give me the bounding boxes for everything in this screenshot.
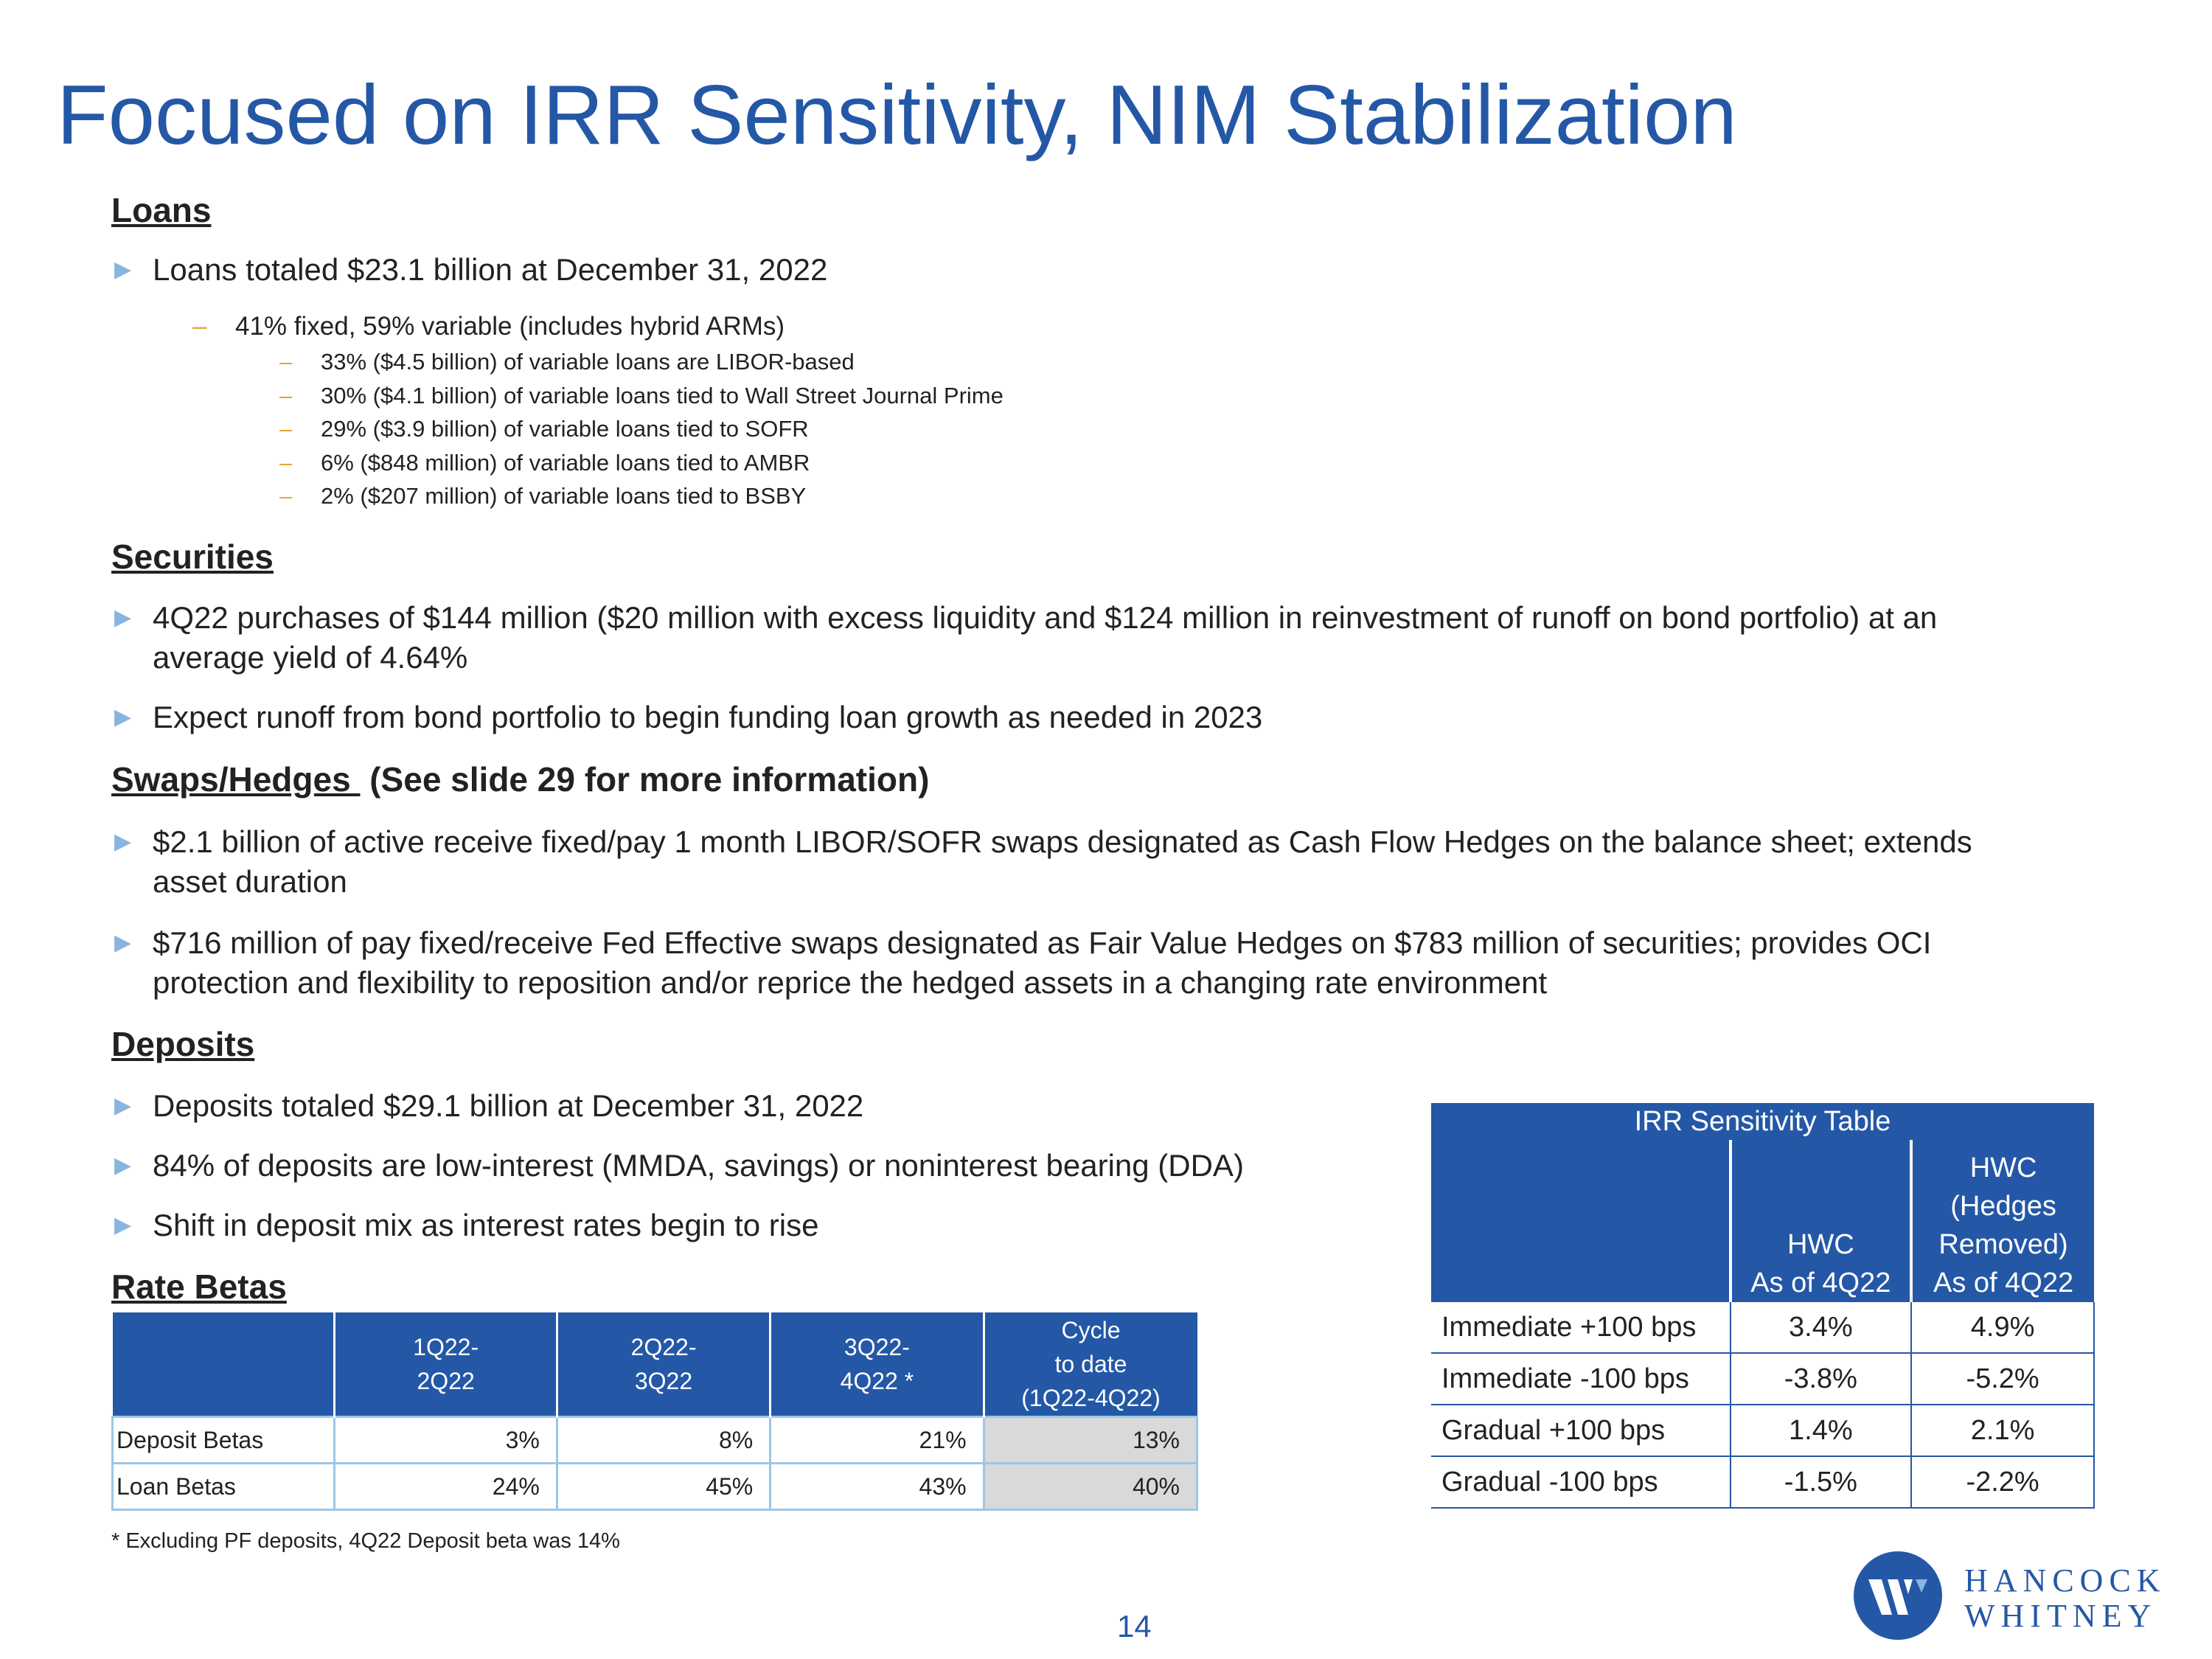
table-header-row: 1Q22- 2Q22 2Q22- 3Q22 3Q22- 4Q22 * Cycle to … bbox=[112, 1312, 1197, 1417]
hancock-whitney-logo-icon bbox=[1854, 1551, 1942, 1640]
bullet-line: average yield of 4.64% bbox=[153, 640, 468, 675]
column-header: HWC (Hedges Removed) As of 4Q22 bbox=[1910, 1140, 2094, 1302]
column-header: 3Q22- 4Q22 * bbox=[769, 1312, 984, 1417]
dash-icon: – bbox=[279, 383, 293, 408]
deposits-heading: Deposits bbox=[111, 1025, 255, 1063]
dash-icon: – bbox=[279, 349, 293, 375]
row-label: Gradual -100 bps bbox=[1431, 1456, 1731, 1509]
cell: -3.8% bbox=[1729, 1353, 1912, 1405]
bullet-line: asset duration bbox=[153, 864, 347, 899]
cell: 3% bbox=[333, 1416, 558, 1464]
deposits-bullet-2: ▶ Shift in deposit mix as interest rates … bbox=[114, 1206, 819, 1245]
table-row: Deposit Betas 3% 8% 21% 13% bbox=[111, 1416, 1199, 1464]
table-row: Immediate +100 bps 3.4% 4.9% bbox=[1431, 1302, 2095, 1354]
dash-icon: – bbox=[279, 416, 293, 442]
subsub-text: 29% ($3.9 billion) of variable loans tie… bbox=[321, 416, 809, 442]
table-row: Gradual -100 bps -1.5% -2.2% bbox=[1431, 1456, 2095, 1509]
header-empty bbox=[1431, 1140, 1731, 1302]
bullet-arrow-icon: ▶ bbox=[114, 257, 132, 282]
swaps-note: (See slide 29 for more information) bbox=[369, 760, 930, 799]
table-title: IRR Sensitivity Table bbox=[1431, 1103, 2094, 1140]
swaps-bullet-0: ▶ $2.1 billion of active receive fixed/pa… bbox=[114, 822, 1972, 902]
cell: 43% bbox=[769, 1462, 985, 1511]
cell: 13% bbox=[982, 1416, 1199, 1464]
rate-betas-heading: Rate Betas bbox=[111, 1267, 287, 1306]
loans-bullet: ▶ Loans totaled $23.1 billion at December… bbox=[114, 250, 828, 290]
subsub-text: 2% ($207 million) of variable loans tied… bbox=[321, 483, 807, 509]
loans-subsub-4: – 2% ($207 million) of variable loans tie… bbox=[279, 483, 807, 509]
cell: 3.4% bbox=[1729, 1302, 1912, 1354]
page-title: Focused on IRR Sensitivity, NIM Stabiliz… bbox=[57, 69, 1737, 162]
bullet-arrow-icon: ▶ bbox=[114, 1093, 132, 1118]
securities-bullet-0: ▶ 4Q22 purchases of $144 million ($20 mil… bbox=[114, 598, 1938, 678]
bullet-text: 84% of deposits are low-interest (MMDA, … bbox=[153, 1148, 1244, 1183]
cell: 1.4% bbox=[1729, 1405, 1912, 1457]
bullet-arrow-icon: ▶ bbox=[114, 605, 132, 630]
bullet-arrow-icon: ▶ bbox=[114, 830, 132, 854]
row-label: Deposit Betas bbox=[111, 1416, 336, 1464]
cell: 21% bbox=[769, 1416, 985, 1464]
bullet-line: $2.1 billion of active receive fixed/pay… bbox=[153, 824, 1972, 859]
column-header: 1Q22- 2Q22 bbox=[333, 1312, 557, 1417]
row-label: Immediate +100 bps bbox=[1431, 1302, 1731, 1354]
header-empty bbox=[112, 1312, 335, 1417]
loans-subsub-3: – 6% ($848 million) of variable loans tie… bbox=[279, 450, 810, 476]
cell: -5.2% bbox=[1910, 1353, 2095, 1405]
swaps-bullet-1: ▶ $716 million of pay fixed/receive Fed E… bbox=[114, 923, 1932, 1003]
bullet-line: Expect runoff from bond portfolio to beg… bbox=[153, 700, 1263, 734]
logo-text-line1: HANCOCK bbox=[1964, 1562, 2166, 1599]
cell: 45% bbox=[555, 1462, 772, 1511]
table-row: Loan Betas 24% 45% 43% 40% bbox=[111, 1462, 1199, 1511]
cell: 40% bbox=[982, 1462, 1199, 1511]
swaps-heading-row: Swaps/Hedges (See slide 29 for more info… bbox=[111, 762, 929, 796]
bullet-line: protection and flexibility to reposition… bbox=[153, 965, 1548, 1000]
subsub-text: 33% ($4.5 billion) of variable loans are… bbox=[321, 349, 855, 375]
loans-subsub-2: – 29% ($3.9 billion) of variable loans ti… bbox=[279, 416, 809, 442]
rate-betas-table: 1Q22- 2Q22 2Q22- 3Q22 3Q22- 4Q22 * Cycle to … bbox=[111, 1312, 1199, 1511]
page-number: 14 bbox=[1117, 1609, 1152, 1644]
row-label: Gradual +100 bps bbox=[1431, 1405, 1731, 1457]
loans-sub: –41% fixed, 59% variable (includes hybri… bbox=[192, 312, 785, 341]
row-label: Immediate -100 bps bbox=[1431, 1353, 1731, 1405]
dash-icon: – bbox=[192, 312, 207, 341]
column-header: HWC As of 4Q22 bbox=[1728, 1140, 1912, 1302]
bullet-arrow-icon: ▶ bbox=[114, 705, 132, 729]
bullet-arrow-icon: ▶ bbox=[114, 1153, 132, 1178]
deposits-bullet-1: ▶ 84% of deposits are low-interest (MMDA,… bbox=[114, 1146, 1244, 1186]
dash-icon: – bbox=[279, 483, 293, 509]
swaps-heading: Swaps/Hedges bbox=[111, 760, 361, 799]
table-row: Immediate -100 bps -3.8% -5.2% bbox=[1431, 1353, 2095, 1405]
cell: -1.5% bbox=[1729, 1456, 1912, 1509]
footnote: * Excluding PF deposits, 4Q22 Deposit be… bbox=[111, 1529, 620, 1553]
securities-bullet-1: ▶ Expect runoff from bond portfolio to be… bbox=[114, 698, 1263, 737]
bullet-text: Deposits totaled $29.1 billion at Decemb… bbox=[153, 1088, 864, 1123]
logo-text-line2: WHITNEY bbox=[1964, 1598, 2157, 1634]
subsub-text: 30% ($4.1 billion) of variable loans tie… bbox=[321, 383, 1004, 408]
loans-heading: Loans bbox=[111, 191, 212, 229]
bullet-arrow-icon: ▶ bbox=[114, 1213, 132, 1237]
deposits-bullet-0: ▶ Deposits totaled $29.1 billion at Decem… bbox=[114, 1086, 864, 1126]
cell: -2.2% bbox=[1910, 1456, 2095, 1509]
table-header-row: HWC As of 4Q22 HWC (Hedges Removed) As of 4Q… bbox=[1431, 1140, 2094, 1302]
cell: 24% bbox=[333, 1462, 558, 1511]
bullet-line: $716 million of pay fixed/receive Fed Ef… bbox=[153, 925, 1932, 960]
cell: 8% bbox=[555, 1416, 772, 1464]
loans-subsub-0: – 33% ($4.5 billion) of variable loans ar… bbox=[279, 349, 855, 375]
dash-icon: – bbox=[279, 450, 293, 476]
sub-text: 41% fixed, 59% variable (includes hybrid… bbox=[235, 312, 785, 341]
loans-subsub-1: – 30% ($4.1 billion) of variable loans ti… bbox=[279, 383, 1004, 408]
cell: 2.1% bbox=[1910, 1405, 2095, 1457]
bullet-arrow-icon: ▶ bbox=[114, 931, 132, 955]
irr-sensitivity-table: IRR Sensitivity Table HWC As of 4Q22 HWC(… bbox=[1431, 1103, 2095, 1509]
column-header: Cycle to date (1Q22-4Q22) bbox=[982, 1312, 1197, 1417]
bullet-text: Loans totaled $23.1 billion at December … bbox=[153, 252, 828, 287]
bullet-text: Shift in deposit mix as interest rates b… bbox=[153, 1208, 819, 1242]
bullet-line: 4Q22 purchases of $144 million ($20 mill… bbox=[153, 600, 1938, 635]
securities-heading: Securities bbox=[111, 538, 274, 576]
subsub-text: 6% ($848 million) of variable loans tied… bbox=[321, 450, 810, 476]
table-row: Gradual +100 bps 1.4% 2.1% bbox=[1431, 1405, 2095, 1457]
column-header: 2Q22- 3Q22 bbox=[555, 1312, 771, 1417]
row-label: Loan Betas bbox=[111, 1462, 336, 1511]
cell: 4.9% bbox=[1910, 1302, 2095, 1354]
